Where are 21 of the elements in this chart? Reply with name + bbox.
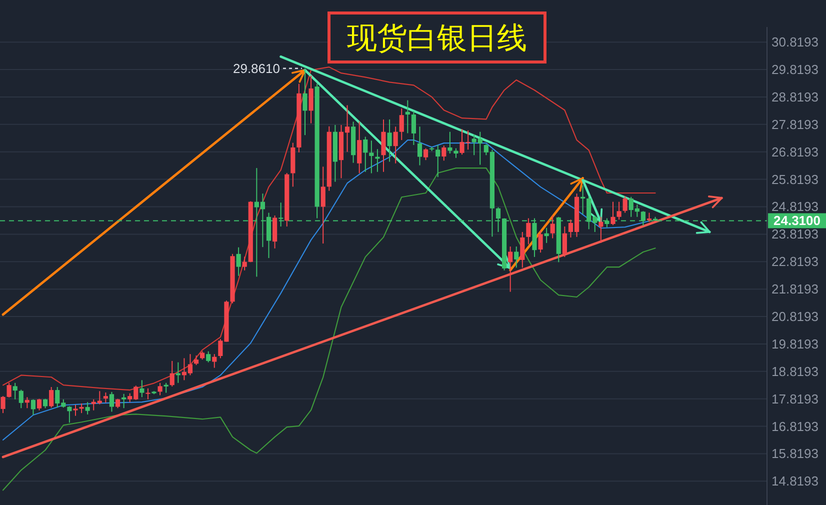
y-tick-label: 20.8193 bbox=[772, 309, 818, 324]
y-tick-label: 22.8193 bbox=[772, 254, 818, 270]
y-tick-label: 29.8193 bbox=[772, 62, 818, 78]
ref-line-label: 24.3100 bbox=[774, 213, 820, 228]
annotation: 29.8610 bbox=[232, 60, 280, 76]
y-tick-label: 27.8193 bbox=[772, 116, 818, 132]
y-tick-label: 14.8193 bbox=[772, 474, 818, 489]
title: 现货白银日线 bbox=[328, 12, 546, 64]
y-tick-label: 25.8193 bbox=[772, 172, 818, 187]
y-tick-label: 17.8193 bbox=[772, 391, 818, 406]
y-tick-label: 30.8193 bbox=[772, 34, 818, 50]
y-tick-label: 28.8193 bbox=[772, 89, 818, 104]
y-tick-label: 23.8193 bbox=[772, 226, 818, 242]
chart-title: 现货白银日线 bbox=[347, 21, 527, 56]
y-tick-label: 21.8193 bbox=[772, 282, 818, 297]
y-tick-label: 24.8193 bbox=[772, 199, 818, 214]
y-tick-label: 15.8193 bbox=[772, 446, 818, 462]
y-tick-label: 26.8193 bbox=[772, 144, 818, 160]
y-tick-label: 19.8193 bbox=[772, 336, 818, 352]
y-tick-label: 18.8193 bbox=[772, 364, 818, 379]
y-tick-label: 16.8193 bbox=[772, 418, 818, 434]
